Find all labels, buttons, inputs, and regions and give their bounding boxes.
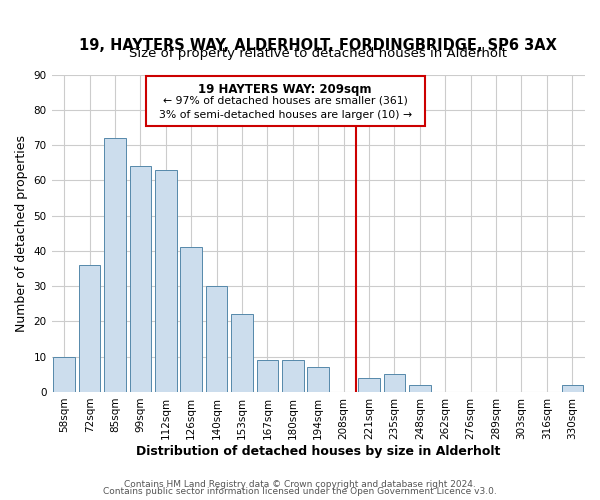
Title: 19, HAYTERS WAY, ALDERHOLT, FORDINGBRIDGE, SP6 3AX: 19, HAYTERS WAY, ALDERHOLT, FORDINGBRIDG… bbox=[79, 38, 557, 52]
Bar bbox=[257, 360, 278, 392]
Text: 19 HAYTERS WAY: 209sqm: 19 HAYTERS WAY: 209sqm bbox=[199, 82, 372, 96]
Bar bbox=[307, 368, 329, 392]
Text: Contains HM Land Registry data © Crown copyright and database right 2024.: Contains HM Land Registry data © Crown c… bbox=[124, 480, 476, 489]
Bar bbox=[206, 286, 227, 392]
Bar bbox=[53, 356, 75, 392]
Bar bbox=[104, 138, 126, 392]
Bar bbox=[409, 385, 431, 392]
Bar bbox=[146, 76, 425, 126]
Bar bbox=[130, 166, 151, 392]
Text: Size of property relative to detached houses in Alderholt: Size of property relative to detached ho… bbox=[129, 47, 507, 60]
Bar bbox=[79, 265, 100, 392]
Y-axis label: Number of detached properties: Number of detached properties bbox=[15, 134, 28, 332]
Text: 3% of semi-detached houses are larger (10) →: 3% of semi-detached houses are larger (1… bbox=[158, 110, 412, 120]
Bar bbox=[155, 170, 176, 392]
Bar bbox=[358, 378, 380, 392]
X-axis label: Distribution of detached houses by size in Alderholt: Distribution of detached houses by size … bbox=[136, 444, 500, 458]
Bar bbox=[383, 374, 405, 392]
Text: Contains public sector information licensed under the Open Government Licence v3: Contains public sector information licen… bbox=[103, 488, 497, 496]
Text: ← 97% of detached houses are smaller (361): ← 97% of detached houses are smaller (36… bbox=[163, 96, 407, 106]
Bar bbox=[282, 360, 304, 392]
Bar bbox=[562, 385, 583, 392]
Bar bbox=[231, 314, 253, 392]
Bar bbox=[181, 248, 202, 392]
